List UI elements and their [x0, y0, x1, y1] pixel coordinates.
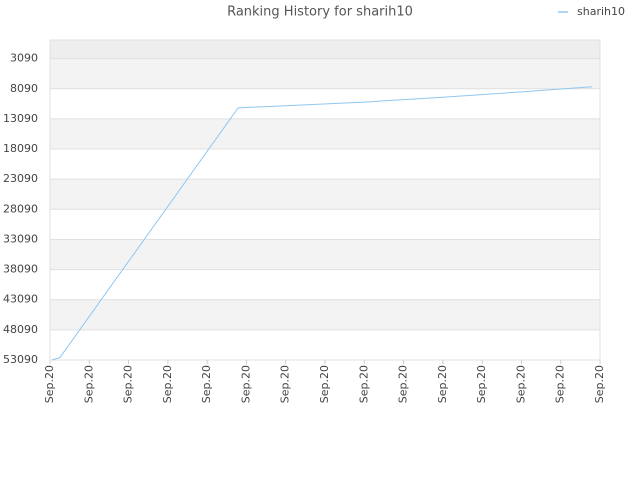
x-tick-label: Sep.20	[593, 365, 606, 403]
plot-band	[50, 118, 600, 150]
x-tick-label: Sep.20	[279, 365, 292, 403]
y-tick-label: 23090	[3, 172, 38, 185]
y-tick-label: 38090	[3, 263, 38, 276]
y-tick-label: 48090	[3, 323, 38, 336]
plot-top-band	[50, 40, 600, 59]
y-tick-label: 33090	[3, 232, 38, 245]
x-tick-label: Sep.20	[122, 365, 135, 403]
x-tick-label: Sep.20	[161, 365, 174, 403]
legend-label: sharih10	[577, 5, 625, 18]
plot-band	[50, 58, 600, 89]
y-tick-label: 28090	[3, 202, 38, 215]
x-tick-label: Sep.20	[436, 365, 449, 403]
x-tick-label: Sep.20	[200, 365, 213, 403]
x-tick-label: Sep.20	[554, 365, 567, 403]
y-tick-label: 18090	[3, 142, 38, 155]
x-tick-label: Sep.20	[239, 365, 252, 403]
y-tick-label: 13090	[3, 112, 38, 125]
x-tick-label: Sep.20	[397, 365, 410, 403]
x-tick-label: Sep.20	[475, 365, 488, 403]
plot-band	[50, 179, 600, 210]
x-tick-label: Sep.20	[82, 365, 95, 403]
line	[51, 86, 593, 361]
y-tick-label: 43090	[3, 293, 38, 306]
y-tick-label: 53090	[3, 353, 38, 366]
x-tick-label: Sep.20	[318, 365, 331, 403]
x-tick-label: Sep.20	[357, 365, 370, 403]
plot-band	[50, 239, 600, 270]
y-tick-label: 8090	[10, 82, 38, 95]
y-tick-label: 3090	[10, 52, 38, 65]
plot-band	[50, 299, 600, 330]
chart-title: Ranking History for sharih10	[227, 5, 413, 20]
x-tick-label: Sep.20	[514, 365, 527, 403]
x-tick-label: Sep.20	[43, 365, 56, 403]
